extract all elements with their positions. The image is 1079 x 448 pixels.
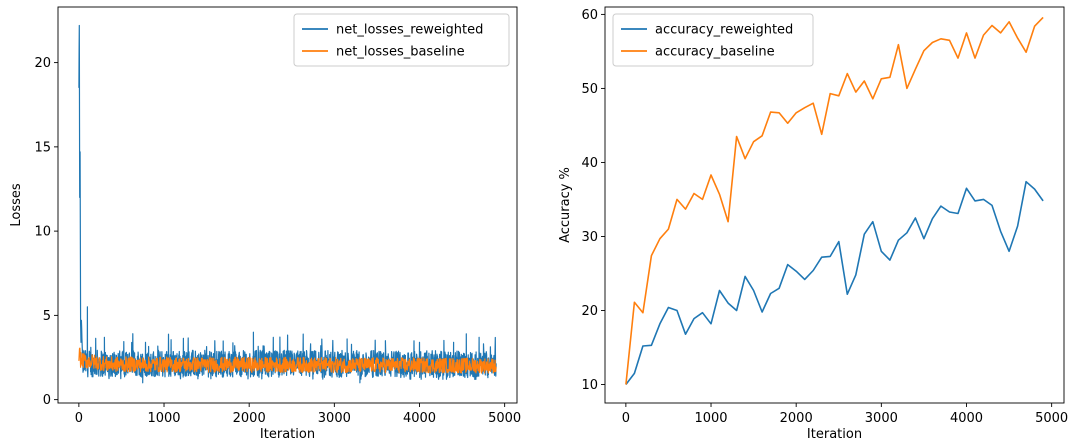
x-tick-label: 2000 — [233, 411, 266, 426]
series-line-net_losses_baseline — [78, 347, 497, 374]
legend: accuracy_reweighted accuracy_baseline — [612, 13, 814, 67]
legend: net_losses_reweighted net_losses_baseline — [293, 13, 510, 67]
legend-label: accuracy_reweighted — [655, 23, 793, 38]
x-tick-label: 1000 — [147, 411, 180, 426]
plot-frame — [57, 6, 518, 404]
accuracy-chart: 0 1000 2000 3000 4000 5000 10 20 30 40 50 60 Iterati… — [558, 6, 1068, 442]
series-line-accuracy_reweighted — [625, 180, 1044, 385]
y-tick-label: 30 — [581, 230, 598, 245]
x-tick-label: 2000 — [780, 411, 813, 426]
plot-frame — [604, 6, 1065, 404]
x-axis-label: Iteration — [807, 427, 862, 442]
x-tick-label: 0 — [622, 411, 630, 426]
x-tick-label: 4000 — [403, 411, 436, 426]
x-tick-label: 3000 — [318, 411, 351, 426]
y-tick-label: 20 — [581, 304, 598, 319]
y-axis-label: Losses — [9, 183, 24, 227]
y-tick-label: 0 — [43, 393, 51, 408]
y-tick-label: 60 — [581, 8, 598, 23]
y-tick-label: 15 — [34, 140, 51, 155]
legend-label: net_losses_baseline — [336, 45, 465, 60]
legend-box — [612, 13, 814, 67]
y-axis-label: Accuracy % — [558, 167, 573, 243]
y-tick-label: 40 — [581, 156, 598, 171]
series-line-accuracy_baseline — [625, 16, 1044, 385]
series-group — [625, 16, 1044, 385]
losses-chart: 0 1000 2000 3000 4000 5000 0 5 10 15 20 Iteration Lo… — [9, 6, 521, 442]
legend-label: net_losses_reweighted — [336, 23, 483, 38]
x-tick-label: 0 — [75, 411, 83, 426]
x-tick-label: 5000 — [1035, 411, 1068, 426]
legend-label: accuracy_baseline — [655, 45, 775, 60]
x-tick-label: 5000 — [488, 411, 521, 426]
y-tick-label: 5 — [43, 309, 51, 324]
x-tick-label: 1000 — [694, 411, 727, 426]
y-tick-label: 20 — [34, 56, 51, 71]
series-group — [78, 24, 497, 384]
y-tick-label: 50 — [581, 82, 598, 97]
x-axis-label: Iteration — [260, 427, 315, 442]
legend-box — [293, 13, 510, 67]
x-tick-label: 4000 — [950, 411, 983, 426]
x-tick-label: 3000 — [865, 411, 898, 426]
y-tick-label: 10 — [581, 378, 598, 393]
y-tick-label: 10 — [34, 225, 51, 240]
